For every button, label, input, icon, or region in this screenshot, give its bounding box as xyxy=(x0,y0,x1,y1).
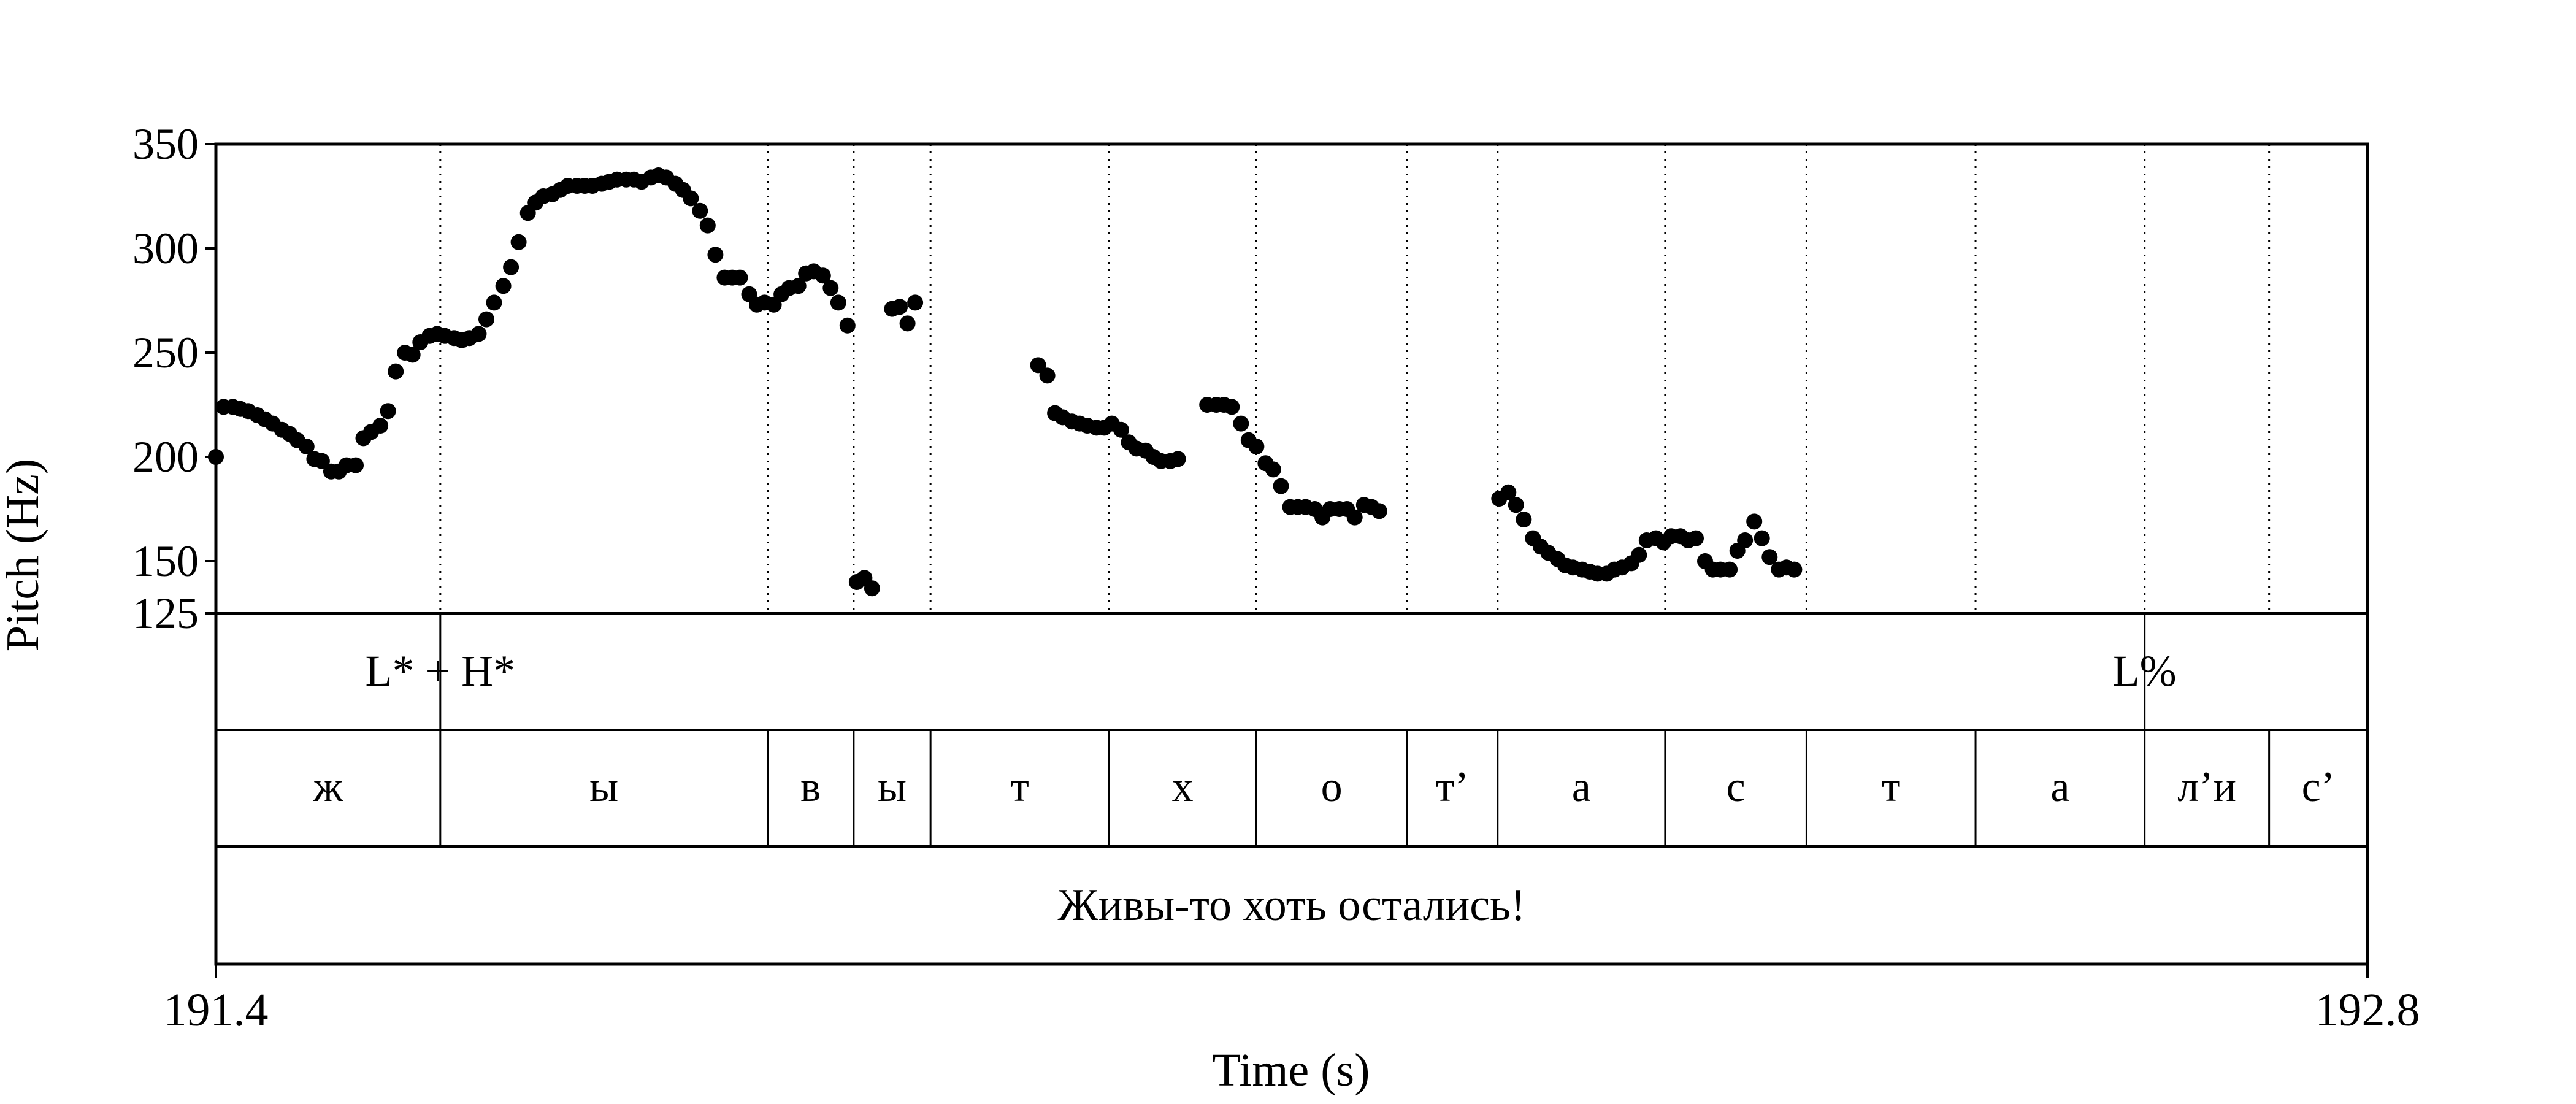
x-tick-label-start: 191.4 xyxy=(164,984,269,1036)
pitch-point xyxy=(1039,367,1056,384)
pitch-point xyxy=(1273,478,1289,494)
pitch-point xyxy=(1631,546,1647,563)
pitch-point xyxy=(1500,484,1517,500)
pitch-point xyxy=(1746,513,1763,530)
pitch-point xyxy=(380,403,396,420)
pitch-point xyxy=(1248,439,1265,454)
pitch-point xyxy=(892,299,908,315)
chart-frame xyxy=(214,142,2369,966)
x-axis-label: Time (s) xyxy=(1213,1045,1370,1096)
y-tick-label: 125 xyxy=(132,589,199,638)
pitch-point xyxy=(1170,451,1186,467)
segment-label: т’ xyxy=(1436,764,1469,811)
pitch-point xyxy=(503,259,519,275)
pitch-point xyxy=(1786,561,1803,578)
segment-label: т xyxy=(1010,764,1029,811)
pitch-point xyxy=(1113,421,1129,438)
segment-label: т xyxy=(1882,764,1901,811)
segment-label: х xyxy=(1172,764,1194,811)
segment-label: л’и xyxy=(2177,764,2236,811)
y-axis-label: Pitch (Hz) xyxy=(0,459,48,651)
pitch-points xyxy=(208,167,1803,597)
pitch-point xyxy=(470,326,487,342)
tone-label: L* + H* xyxy=(366,646,516,696)
outer-frame xyxy=(214,142,2369,966)
segment-label: о xyxy=(1321,764,1343,811)
pitch-point xyxy=(495,278,512,294)
pitch-point xyxy=(486,294,502,311)
pitch-point xyxy=(1516,512,1532,527)
y-tick-label: 150 xyxy=(132,537,199,586)
pitch-point xyxy=(830,294,846,311)
pitch-point xyxy=(510,234,527,250)
pitch-point xyxy=(1688,530,1704,546)
pitch-point xyxy=(1371,503,1387,519)
pitch-point xyxy=(404,347,421,363)
pitch-point xyxy=(388,363,404,380)
pitch-point xyxy=(822,280,839,296)
pitch-point xyxy=(1346,509,1363,526)
pitch-point xyxy=(1737,532,1754,548)
pitch-point xyxy=(899,315,916,332)
pitch-point xyxy=(348,457,364,473)
pitch-point xyxy=(907,294,924,311)
pitch-point xyxy=(839,317,856,334)
tone-label: L% xyxy=(2113,646,2177,696)
segment-label: ы xyxy=(878,764,907,811)
pitch-point xyxy=(313,453,330,469)
x-tick-label-end: 192.8 xyxy=(2315,984,2420,1036)
segment-label: а xyxy=(2050,764,2069,811)
pitch-point xyxy=(790,278,807,294)
pitch-point xyxy=(1265,461,1281,478)
pitch-point xyxy=(692,202,708,219)
segment-label: с xyxy=(1727,764,1746,811)
y-tick-label: 200 xyxy=(132,432,199,481)
pitch-point xyxy=(707,247,724,263)
sentence-label: Живы-то хоть остались! xyxy=(1057,880,1525,930)
pitch-point xyxy=(478,311,494,328)
annotation-tiers: L* + H* L% ж ы в ы т х о т’ а с т а л’и с’ Живы-то хоть … xyxy=(313,613,2335,930)
segment-label: с’ xyxy=(2302,764,2335,811)
pitch-point xyxy=(1224,399,1240,415)
pitch-point xyxy=(732,269,748,286)
pitch-point xyxy=(298,439,315,454)
segment-label: ы xyxy=(589,764,618,811)
segment-label: ж xyxy=(313,764,343,811)
y-tick-label: 300 xyxy=(132,224,199,273)
pitch-point xyxy=(815,267,831,284)
pitch-point xyxy=(1754,530,1770,546)
pitch-point xyxy=(864,580,880,597)
pitch-point xyxy=(1761,549,1778,565)
pitch-point xyxy=(1233,415,1249,432)
pitch-point xyxy=(1722,561,1738,578)
segment-boundaries xyxy=(439,144,2271,613)
y-tick-label: 250 xyxy=(132,328,199,377)
pitch-point xyxy=(683,190,699,207)
y-tick-label: 350 xyxy=(132,120,199,169)
pitch-point xyxy=(1030,357,1046,374)
pitch-point xyxy=(699,217,716,234)
pitch-point xyxy=(1508,497,1524,513)
segment-label: а xyxy=(1572,764,1591,811)
pitch-point xyxy=(372,418,389,434)
segment-label: в xyxy=(800,764,821,811)
